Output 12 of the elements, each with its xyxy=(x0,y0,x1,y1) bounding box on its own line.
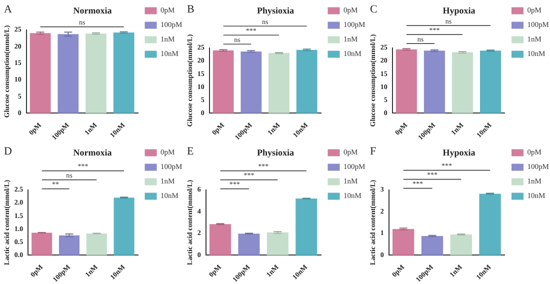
text: C xyxy=(370,3,378,16)
chart-title: Hypoxia xyxy=(442,148,476,158)
chart-title: Normoxia xyxy=(73,6,112,16)
text: E xyxy=(187,145,194,158)
chart-title: Normoxia xyxy=(73,148,112,158)
chart-title: Physioxia xyxy=(256,6,294,16)
chart-title: Hypoxia xyxy=(442,6,476,16)
text: A xyxy=(4,3,12,16)
text: F xyxy=(370,145,376,158)
text: D xyxy=(4,145,12,158)
chart-title: Physioxia xyxy=(256,148,294,158)
text: B xyxy=(187,3,194,16)
